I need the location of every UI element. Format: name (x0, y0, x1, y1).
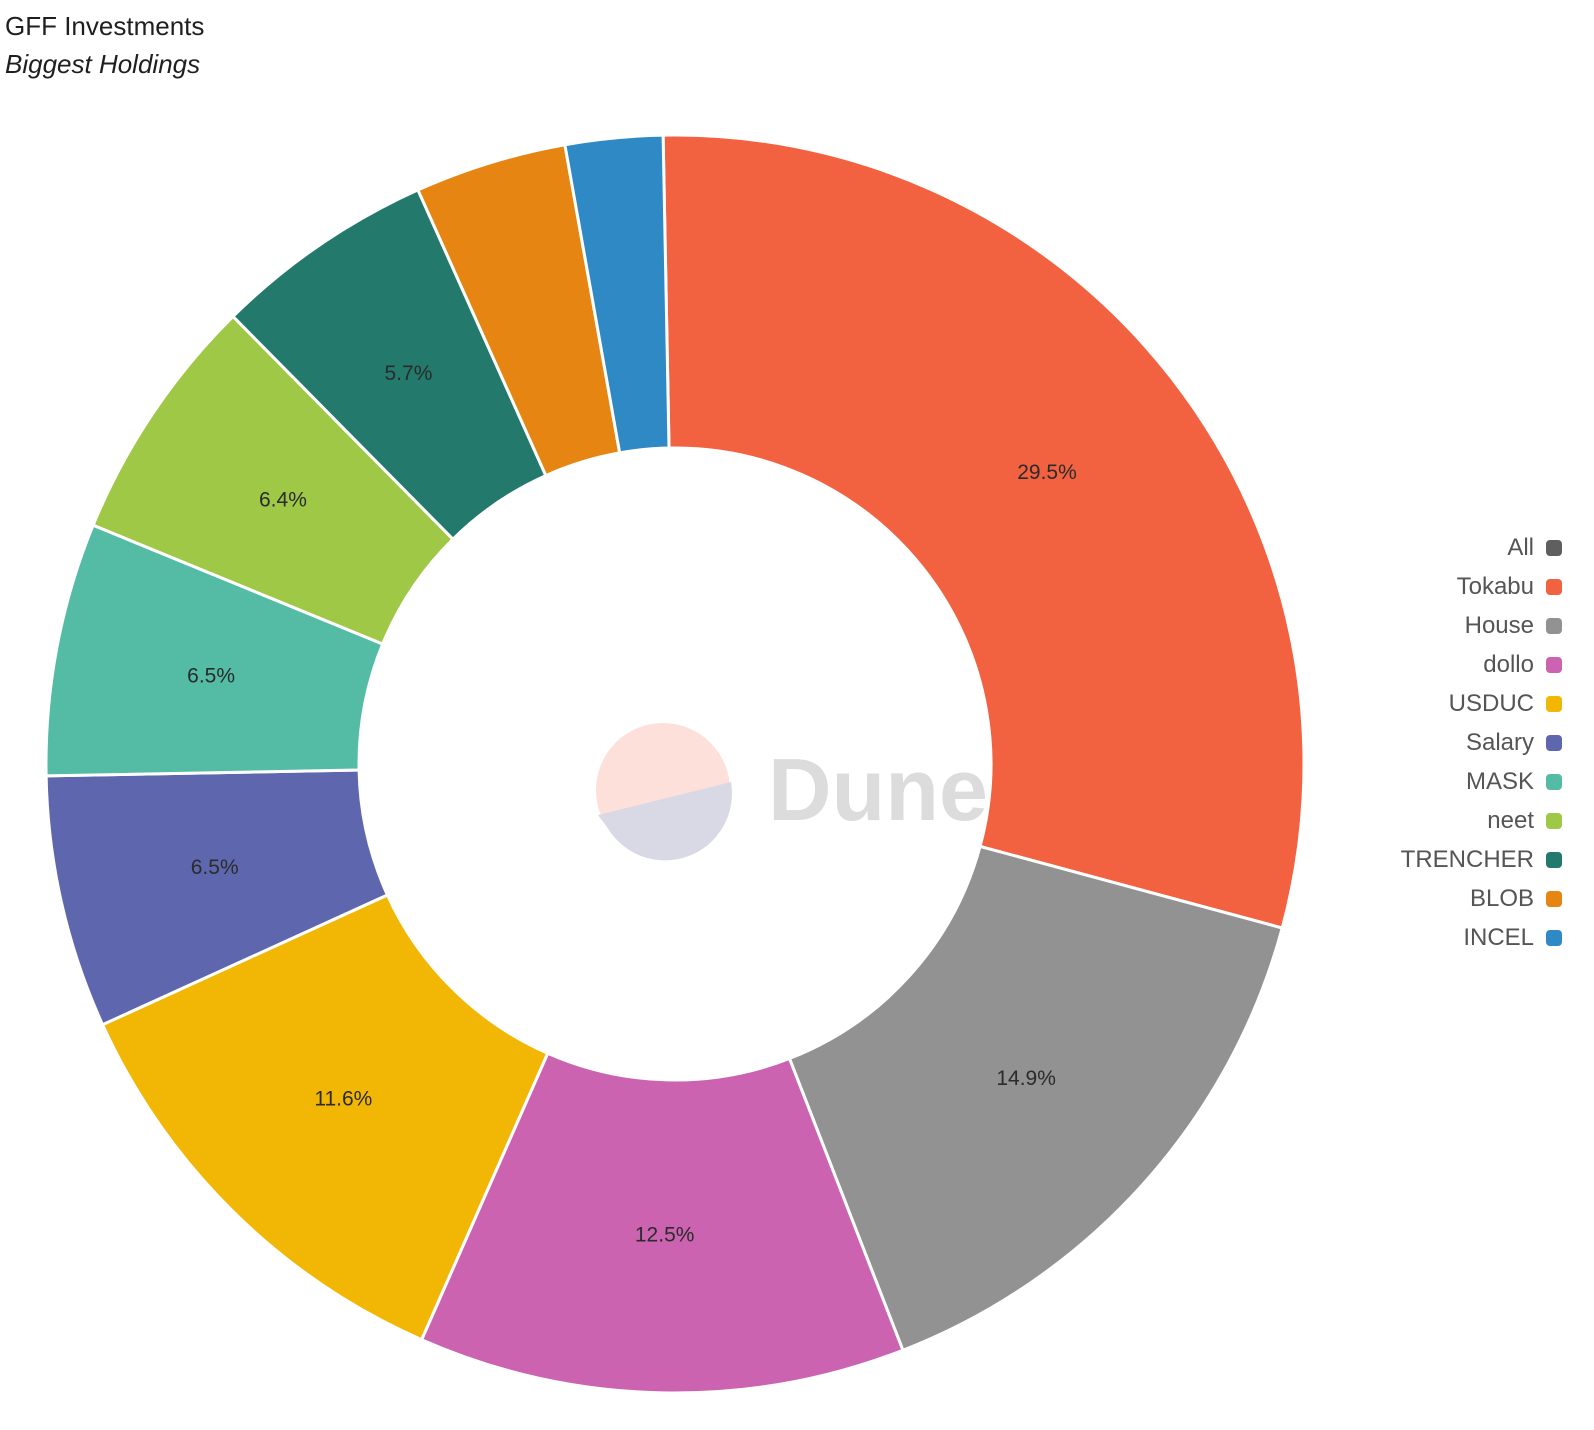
slices-group (44, 133, 1306, 1395)
legend-label: INCEL (1463, 923, 1534, 951)
legend-swatch (1546, 812, 1562, 829)
legend-label: BLOB (1469, 884, 1534, 912)
slice-dollo[interactable] (419, 1051, 905, 1395)
legend-item-trencher[interactable]: TRENCHER (1401, 840, 1562, 879)
legend-item-tokabu[interactable]: Tokabu (1401, 567, 1562, 606)
chart-title: GFF Investments (5, 11, 205, 41)
legend-label: TRENCHER (1400, 845, 1534, 873)
legend-swatch (1546, 578, 1562, 595)
chart-legend: All Tokabu House dollo USDUC Salary MASK neet TR… (1401, 528, 1562, 957)
legend-label: Salary (1465, 728, 1534, 756)
slice-label-usduc: 11.6% (314, 1087, 372, 1110)
slice-label-salary: 6.5% (191, 856, 239, 879)
slice-incel[interactable] (563, 133, 671, 455)
legend-swatch (1546, 734, 1562, 751)
legend-item-mask[interactable]: MASK (1401, 762, 1562, 801)
chart-subtitle: Biggest Holdings (5, 49, 201, 79)
legend-item-dollo[interactable]: dollo (1401, 645, 1562, 684)
legend-item-usduc[interactable]: USDUC (1401, 684, 1562, 723)
dune-watermark: Dune (596, 723, 988, 861)
slice-usduc[interactable] (100, 892, 550, 1342)
slice-labels-group: 29.5% 14.9% 12.5% 11.6% 6.5% 6.5% 6.4% 5.7% (187, 362, 1077, 1246)
legend-swatch (1546, 851, 1562, 868)
chart-header: GFF Investments Biggest Holdings (5, 8, 204, 84)
legend-item-salary[interactable]: Salary (1401, 723, 1562, 762)
legend-swatch (1546, 773, 1562, 790)
slice-label-trencher: 5.7% (385, 362, 433, 385)
slice-label-dollo: 12.5% (635, 1223, 695, 1246)
legend-item-all[interactable]: All (1401, 528, 1562, 567)
legend-swatch (1546, 890, 1562, 907)
slice-label-neet: 6.4% (259, 489, 307, 512)
legend-label: USDUC (1448, 689, 1534, 717)
legend-swatch (1546, 539, 1562, 556)
legend-label: Tokabu (1456, 572, 1534, 600)
legend-swatch (1546, 656, 1562, 673)
legend-item-neet[interactable]: neet (1401, 801, 1562, 840)
legend-label: dollo (1483, 650, 1534, 678)
legend-item-incel[interactable]: INCEL (1401, 918, 1562, 957)
legend-swatch (1546, 695, 1562, 712)
legend-item-house[interactable]: House (1401, 606, 1562, 645)
legend-label: neet (1487, 806, 1534, 834)
legend-swatch (1546, 617, 1562, 634)
slice-house[interactable] (787, 844, 1285, 1353)
watermark-logo-bottom (598, 782, 732, 861)
slice-tokabu[interactable] (661, 133, 1306, 930)
watermark-text: Dune (768, 740, 988, 839)
legend-label: House (1464, 611, 1534, 639)
legend-item-blob[interactable]: BLOB (1401, 879, 1562, 918)
slice-label-mask: 6.5% (187, 665, 235, 688)
slice-label-house: 14.9% (996, 1067, 1056, 1090)
legend-label: All (1507, 533, 1534, 561)
legend-swatch (1546, 929, 1562, 946)
slice-label-tokabu: 29.5% (1017, 461, 1077, 484)
legend-label: MASK (1465, 767, 1534, 795)
